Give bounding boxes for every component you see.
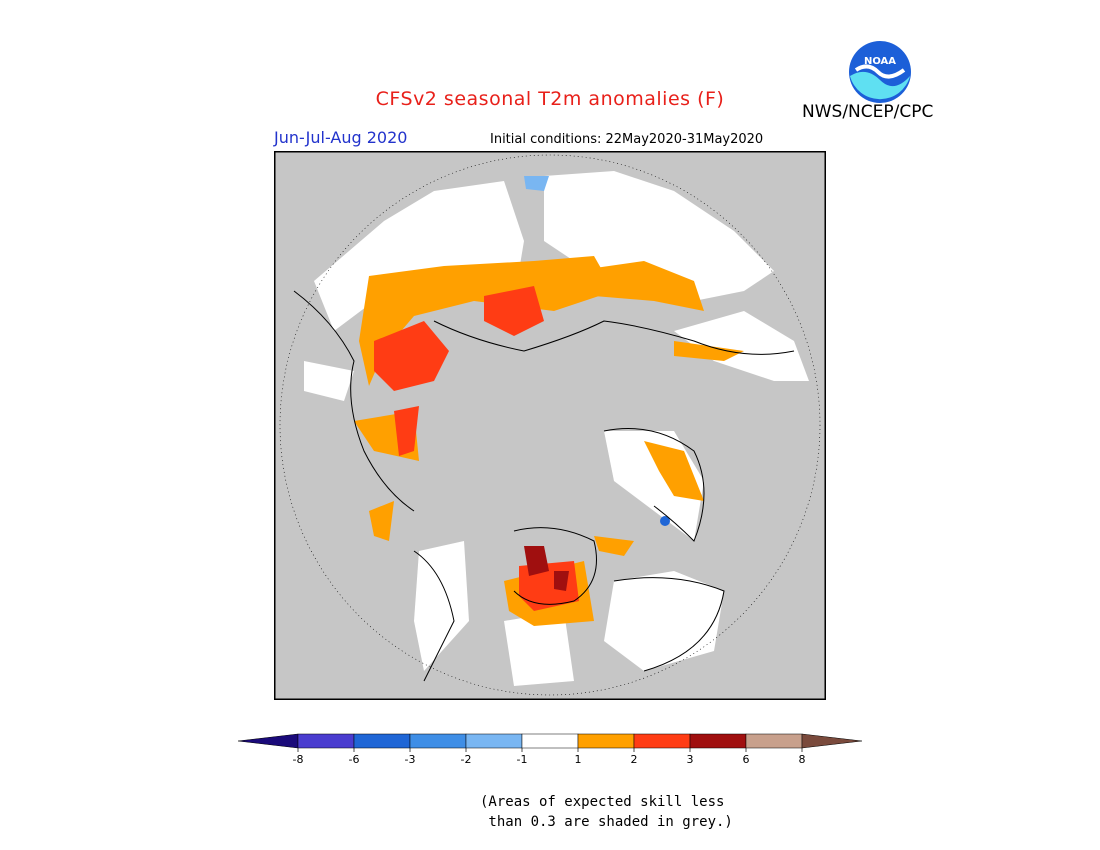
legend-swatch [297, 733, 355, 749]
legend-swatch [633, 733, 691, 749]
anomaly-1-2F-regions [354, 256, 744, 626]
legend-tick-label: -3 [405, 753, 416, 766]
legend-swatch [521, 733, 579, 749]
legend-tick-label: 3 [687, 753, 694, 766]
legend-tick-label: 6 [743, 753, 750, 766]
anomaly-2-3F-regions [374, 286, 579, 611]
legend-swatch [689, 733, 747, 749]
agency-label: NWS/NCEP/CPC [802, 102, 934, 122]
legend-swatch [353, 733, 411, 749]
forecast-period: Jun-Jul-Aug 2020 [274, 128, 408, 147]
map-frame [274, 151, 826, 700]
svg-text:NOAA: NOAA [864, 56, 896, 67]
skill-note: (Areas of expected skill less than 0.3 a… [480, 794, 733, 830]
legend-arrow-low [238, 733, 299, 749]
legend-tick-label: -8 [293, 753, 304, 766]
legend-swatch [409, 733, 467, 749]
map-circle-boundary [279, 154, 821, 696]
legend-swatch [577, 733, 635, 749]
color-legend: -8 -6 -3 -2 -1 1 2 3 6 8 [238, 733, 862, 766]
legend-tick-label: 8 [799, 753, 806, 766]
legend-tick-label: 2 [631, 753, 638, 766]
legend-swatch [745, 733, 803, 749]
anomaly-3-6F-regions [524, 546, 569, 591]
legend-swatch [465, 733, 523, 749]
initial-conditions: Initial conditions: 22May2020-31May2020 [490, 132, 764, 147]
map-title: CFSv2 seasonal T2m anomalies (F) [375, 88, 725, 110]
noaa-logo-icon: NOAA [849, 41, 911, 103]
legend-tick-label: -1 [517, 753, 528, 766]
legend-tick-label: -6 [349, 753, 360, 766]
legend-tick-label: 1 [575, 753, 582, 766]
legend-arrow-high [801, 733, 862, 749]
legend-tick-label: -2 [461, 753, 472, 766]
polar-anomaly-map [274, 151, 826, 700]
coastlines [293, 290, 795, 682]
negative-anomaly-regions [524, 176, 670, 526]
